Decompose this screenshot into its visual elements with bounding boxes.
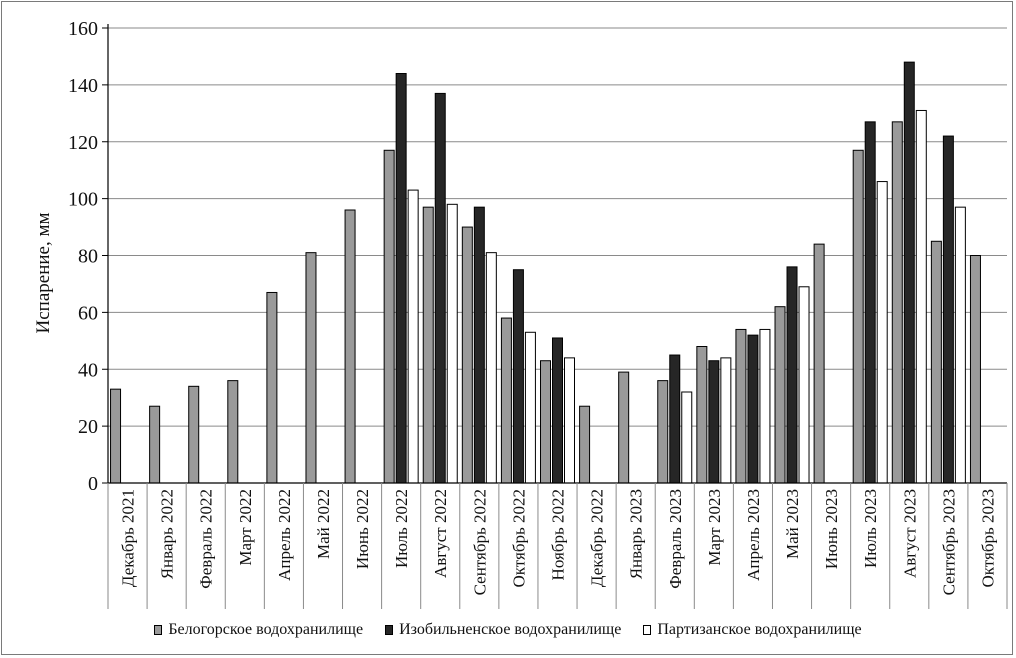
bar — [891, 121, 903, 484]
bar — [188, 385, 200, 484]
bar — [747, 334, 759, 484]
y-tick-label: 120 — [68, 132, 98, 154]
bar — [798, 286, 810, 484]
bar — [759, 328, 771, 484]
legend-swatch — [154, 625, 163, 635]
bar — [485, 252, 497, 484]
bar — [903, 61, 915, 484]
bar — [434, 92, 446, 484]
x-tick-label: Декабрь 2021 — [119, 489, 138, 587]
bar — [344, 209, 356, 484]
x-tick-label: Март 2023 — [705, 489, 724, 566]
bar — [227, 380, 239, 484]
x-tick-labels: Декабрь 2021 Январь 2022 Февраль 2022 Март … — [107, 483, 1008, 609]
bar — [915, 109, 927, 484]
x-tick-label: Сентябрь 2022 — [470, 489, 489, 595]
bar — [564, 357, 575, 484]
bar — [446, 203, 458, 484]
bar — [735, 328, 747, 484]
bar — [395, 73, 407, 484]
x-tick-label: Январь 2022 — [158, 489, 177, 579]
bar — [461, 226, 473, 484]
bar — [473, 206, 485, 484]
legend-label: Изобильненское водохранилище — [399, 621, 622, 638]
bar — [954, 206, 966, 484]
bar — [540, 360, 551, 484]
x-tick-label: Октябрь 2023 — [978, 489, 997, 588]
x-tick-label: Апрель 2022 — [275, 489, 294, 581]
bar — [110, 388, 122, 484]
bar — [657, 380, 669, 484]
y-tick-label: 100 — [68, 189, 98, 211]
legend-item-belogorsk: Белогорское водохранилище — [154, 621, 363, 639]
bar — [579, 405, 591, 484]
y-tick-label: 60 — [78, 302, 98, 324]
evaporation-bar-chart: 0 20 40 60 80 100 120 140 160 Декабрь 2021 Январь… — [33, 18, 1008, 609]
x-tick-label: Июнь 2023 — [822, 489, 841, 569]
bar — [720, 357, 732, 484]
bar — [786, 266, 798, 484]
bar — [524, 331, 536, 484]
bar — [708, 360, 720, 484]
x-tick-label: Январь 2023 — [627, 489, 646, 579]
x-tick-label: Февраль 2022 — [197, 489, 216, 589]
x-tick-label: Август 2023 — [900, 489, 919, 578]
bar — [305, 252, 317, 484]
grid-lines — [108, 27, 1007, 427]
bar — [512, 269, 524, 484]
x-tick-label: Сентябрь 2023 — [939, 489, 958, 595]
bar — [876, 181, 888, 484]
x-tick-label: Ноябрь 2022 — [549, 489, 568, 580]
bar — [930, 240, 942, 484]
bar — [500, 317, 512, 484]
x-tick-label: Декабрь 2022 — [588, 489, 607, 587]
legend-item-izobilnoe: Изобильненское водохранилище — [385, 621, 621, 639]
y-tick-labels: 0 20 40 60 80 100 120 140 160 — [68, 18, 108, 495]
x-tick-label: Февраль 2023 — [666, 489, 685, 589]
axes — [107, 24, 1007, 484]
bar — [669, 354, 681, 484]
x-tick-label: Май 2022 — [314, 489, 333, 559]
legend-swatch — [643, 625, 652, 635]
x-tick-label: Июнь 2022 — [353, 489, 372, 569]
y-tick-label: 80 — [78, 246, 98, 268]
x-tick-label: Май 2023 — [783, 489, 802, 559]
bar — [813, 243, 825, 484]
bar — [696, 346, 708, 484]
bar — [852, 149, 864, 484]
bar — [552, 337, 563, 484]
bar — [149, 405, 161, 484]
x-tick-label: Август 2022 — [431, 489, 450, 578]
bar — [407, 189, 419, 484]
bars — [110, 61, 981, 484]
y-axis-label: Испарение, мм — [33, 212, 54, 333]
legend-label: Белогорское водохранилище — [168, 621, 364, 638]
bar — [681, 391, 693, 484]
bar — [774, 306, 786, 484]
bar — [969, 255, 981, 484]
y-tick-label: 20 — [78, 416, 98, 438]
x-tick-label: Июль 2023 — [861, 489, 880, 568]
legend-label: Партизанское водохранилище — [657, 621, 862, 638]
legend: Белогорское водохранилище Изобильненское… — [2, 618, 1014, 642]
y-tick-label: 140 — [68, 75, 98, 97]
x-tick-label: Апрель 2023 — [744, 489, 763, 581]
bar — [942, 135, 954, 484]
x-tick-label: Июль 2022 — [392, 489, 411, 568]
bar — [864, 121, 876, 484]
bar — [266, 291, 278, 484]
y-tick-label: 160 — [68, 18, 98, 40]
bar — [383, 149, 395, 484]
legend-swatch — [385, 625, 394, 635]
y-tick-label: 0 — [88, 473, 98, 495]
legend-item-partizanskoe: Партизанское водохранилище — [643, 621, 862, 639]
bar — [422, 206, 434, 484]
x-tick-label: Март 2022 — [236, 489, 255, 566]
y-tick-label: 40 — [78, 359, 98, 381]
x-tick-label: Октябрь 2022 — [509, 489, 528, 588]
bar — [618, 371, 630, 484]
